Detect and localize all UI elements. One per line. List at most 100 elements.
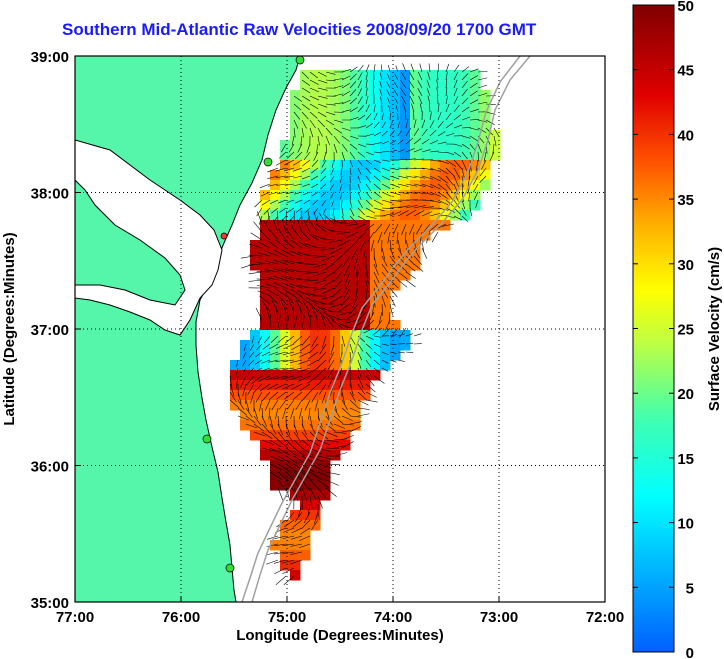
velocity-arrow: [320, 238, 335, 241]
velocity-cell: [400, 170, 411, 181]
velocity-cell: [240, 350, 251, 361]
velocity-arrow: [259, 295, 271, 305]
velocity-arrow: [301, 119, 307, 129]
velocity-cell: [300, 180, 311, 191]
velocity-arrow: [325, 111, 336, 116]
velocity-arrow: [333, 415, 344, 424]
velocity-arrow: [349, 73, 357, 81]
velocity-cell: [370, 150, 381, 161]
velocity-arrow: [357, 215, 368, 222]
velocity-arrow: [381, 271, 390, 282]
velocity-cell: [300, 420, 311, 431]
velocity-cell: [330, 190, 341, 201]
velocity-cell: [360, 280, 371, 291]
velocity-arrow: [323, 151, 327, 162]
velocity-cell: [390, 200, 401, 211]
velocity-arrow: [327, 367, 335, 378]
velocity-cell: [420, 80, 431, 91]
velocity-arrow: [341, 441, 354, 449]
velocity-arrow: [240, 255, 255, 259]
velocity-arrow: [309, 479, 320, 491]
velocity-arrow: [317, 495, 323, 509]
velocity-cell: [330, 140, 341, 151]
velocity-cell: [420, 120, 431, 131]
velocity-arrow: [325, 463, 340, 466]
velocity-arrow: [301, 487, 308, 501]
velocity-arrow: [421, 183, 434, 188]
velocity-cell: [260, 440, 271, 451]
velocity-cell: [360, 250, 371, 261]
velocity-arrow: [314, 304, 327, 313]
velocity-arrow: [286, 399, 295, 410]
velocity-cell: [330, 440, 341, 451]
velocity-cell: [280, 440, 291, 451]
velocity-cell: [310, 440, 321, 451]
velocity-cell: [310, 420, 321, 431]
velocity-arrow: [413, 119, 417, 129]
velocity-cell: [320, 460, 331, 471]
velocity-cell: [260, 210, 271, 221]
velocity-arrow: [437, 175, 448, 184]
velocity-cell: [380, 150, 391, 161]
velocity-arrow: [469, 119, 480, 121]
velocity-cell: [370, 250, 381, 261]
velocity-arrow: [317, 79, 328, 84]
velocity-cell: [350, 380, 361, 391]
velocity-arrow: [269, 314, 271, 329]
velocity-arrow: [344, 271, 351, 285]
velocity-cell: [320, 180, 331, 191]
velocity-arrow: [341, 407, 351, 416]
velocity-arrow: [275, 167, 287, 172]
velocity-cell: [470, 180, 481, 191]
bathymetry-contour: [241, 56, 521, 602]
velocity-cell: [330, 150, 341, 161]
velocity-arrow: [413, 333, 422, 337]
velocity-cell: [410, 200, 421, 211]
velocity-arrow: [421, 167, 434, 171]
velocity-arrow: [317, 439, 330, 446]
velocity-arrow: [248, 367, 255, 374]
velocity-arrow: [266, 240, 279, 249]
velocity-arrow: [477, 77, 488, 81]
velocity-arrow: [317, 471, 331, 479]
velocity-cell: [310, 150, 321, 161]
velocity-arrow: [372, 88, 375, 97]
velocity-cell: [360, 80, 371, 91]
velocity-cell: [410, 130, 421, 141]
velocity-arrow: [325, 431, 338, 437]
velocity-arrow: [274, 551, 287, 555]
velocity-cell: [380, 270, 391, 281]
velocity-cell: [330, 450, 341, 461]
velocity-arrow: [461, 207, 467, 216]
velocity-arrow: [277, 439, 289, 449]
velocity-cell: [400, 70, 411, 81]
velocity-cell: [440, 90, 451, 101]
velocity-cell: [370, 360, 381, 371]
velocity-arrow: [357, 391, 367, 401]
velocity-arrow: [365, 175, 371, 183]
velocity-arrow: [381, 151, 390, 153]
velocity-cell: [300, 320, 311, 331]
velocity-arrow: [290, 559, 303, 565]
velocity-arrow: [309, 103, 319, 110]
velocity-cell: [450, 160, 461, 171]
velocity-cell: [360, 320, 371, 331]
velocity-arrow: [322, 207, 327, 216]
velocity-arrow: [383, 223, 391, 235]
velocity-cell: [440, 150, 451, 161]
velocity-arrow: [301, 95, 311, 102]
velocity-cell: [400, 200, 411, 211]
velocity-arrow: [357, 96, 363, 105]
velocity-arrow: [397, 351, 405, 354]
velocity-cell: [280, 480, 291, 491]
velocity-arrow: [341, 434, 355, 441]
velocity-cell: [290, 210, 301, 221]
velocity-cell: [300, 190, 311, 201]
velocity-arrow: [268, 294, 279, 305]
velocity-arrow: [268, 359, 279, 363]
velocity-cell: [270, 280, 281, 291]
bathymetry-contour: [251, 56, 531, 602]
velocity-arrow: [384, 319, 391, 331]
velocity-cell: [390, 120, 401, 131]
velocity-arrow: [485, 103, 496, 105]
